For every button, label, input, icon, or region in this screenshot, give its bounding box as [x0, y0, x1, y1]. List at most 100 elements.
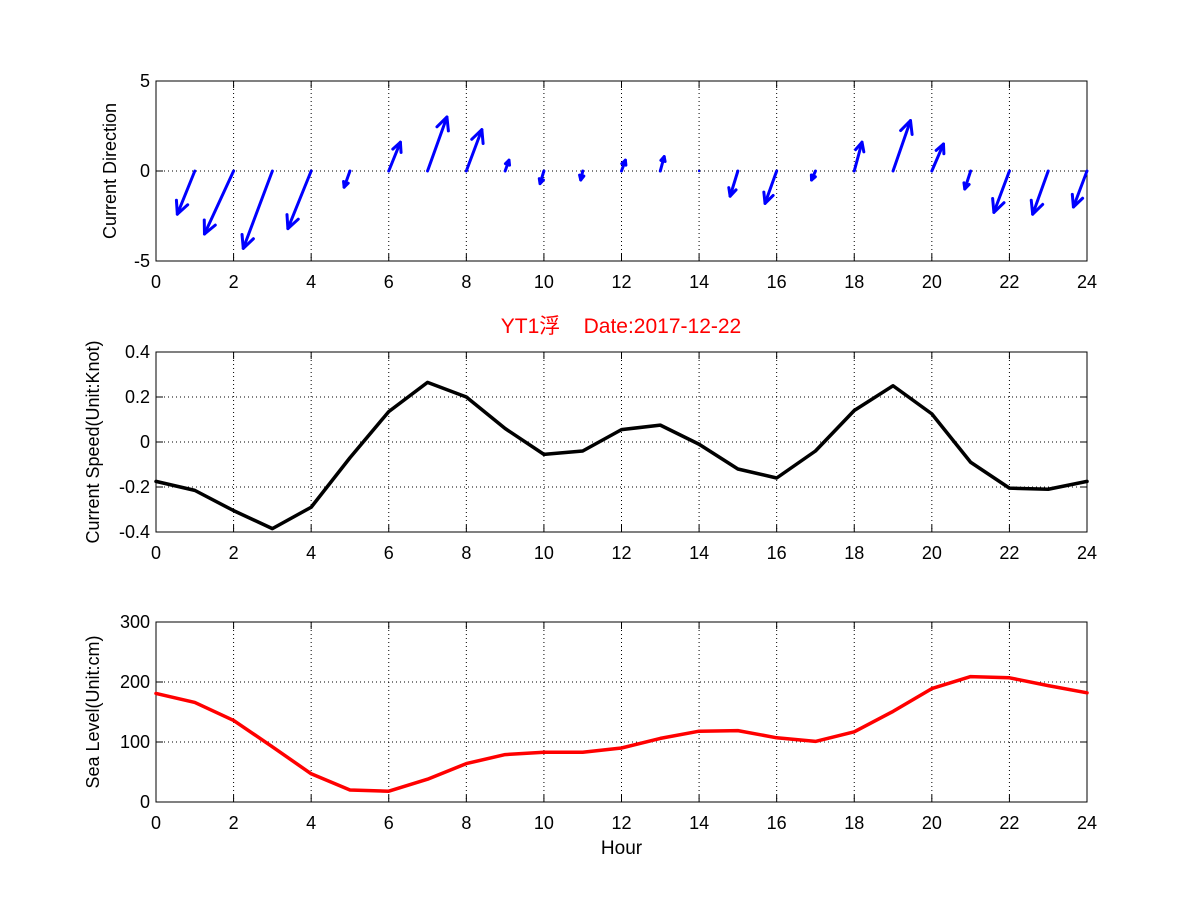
direction-arrow	[891, 119, 914, 173]
x-tick-label: 22	[999, 543, 1019, 563]
arrow-head	[1070, 192, 1085, 209]
arrow-head	[435, 115, 450, 133]
x-tick-label: 2	[229, 813, 239, 833]
direction-arrow	[1070, 169, 1089, 209]
chart-title: YT1浮 Date:2017-12-22	[501, 315, 741, 338]
series-line	[154, 674, 1089, 793]
direction-arrow	[285, 169, 313, 231]
direction-arrow	[426, 115, 450, 173]
direction-arrow	[991, 169, 1011, 214]
direction-arrow	[1029, 169, 1050, 216]
arrow-head	[470, 128, 485, 146]
y-tick-label: 0	[140, 432, 150, 452]
direction-arrow	[762, 169, 779, 205]
y-tick-label: 0	[140, 792, 150, 812]
direction-arrow	[930, 142, 946, 173]
x-tick-label: 12	[611, 813, 631, 833]
x-tick-label: 14	[689, 813, 709, 833]
direction-arrow	[174, 169, 197, 216]
x-tick-label: 4	[306, 543, 316, 563]
x-tick-label: 12	[611, 543, 631, 563]
arrow-shaft	[464, 128, 484, 173]
arrow-shaft	[852, 140, 864, 173]
direction-arrow	[503, 158, 512, 173]
x-tick-label: 20	[922, 813, 942, 833]
arrow-head	[537, 177, 545, 186]
x-tick-label: 14	[689, 543, 709, 563]
y-tick-label: 100	[120, 732, 150, 752]
direction-arrow	[387, 140, 403, 173]
arrow-head	[1029, 198, 1045, 216]
direction-arrow	[202, 169, 236, 236]
y-axis-label: Current Direction	[100, 103, 120, 239]
x-tick-label: 6	[384, 543, 394, 563]
x-tick-label: 18	[844, 813, 864, 833]
direction-arrow	[727, 169, 740, 198]
arrow-head	[578, 173, 586, 182]
arrow-head	[762, 190, 775, 205]
arrow-head	[240, 232, 255, 250]
y-tick-label: -0.4	[119, 522, 150, 542]
x-tick-label: 20	[922, 543, 942, 563]
x-tick-label: 14	[689, 272, 709, 292]
arrow-head	[934, 142, 946, 156]
arrow-head	[503, 158, 512, 167]
y-tick-label: 300	[120, 612, 150, 632]
x-tick-label: 6	[384, 813, 394, 833]
x-tick-label: 24	[1077, 543, 1097, 563]
arrow-head	[174, 198, 190, 216]
arrow-shaft	[387, 140, 402, 173]
arrow-shaft	[728, 169, 740, 198]
y-tick-label: 200	[120, 672, 150, 692]
arrow-head	[991, 196, 1006, 214]
x-tick-label: 20	[922, 272, 942, 292]
x-tick-label: 24	[1077, 272, 1097, 292]
x-tick-label: 22	[999, 272, 1019, 292]
arrow-head	[202, 218, 217, 236]
direction-arrow	[578, 169, 586, 182]
x-tick-label: 18	[844, 543, 864, 563]
arrow-head	[659, 155, 667, 164]
direction-arrow	[962, 169, 973, 191]
direction-arrow	[537, 169, 546, 186]
arrow-shaft	[763, 169, 779, 205]
x-tick-label: 10	[534, 543, 554, 563]
arrow-head	[727, 186, 738, 198]
arrow-shaft	[286, 169, 313, 231]
arrow-head	[854, 140, 866, 154]
y-tick-label: 0.4	[125, 342, 150, 362]
direction-arrow	[809, 169, 817, 182]
x-tick-label: 6	[384, 272, 394, 292]
arrow-shaft	[1031, 169, 1050, 216]
y-tick-label: 5	[140, 71, 150, 91]
direction-arrow	[620, 158, 628, 173]
x-tick-label: 18	[844, 272, 864, 292]
x-tick-label: 8	[461, 813, 471, 833]
arrow-shaft	[992, 169, 1011, 214]
arrow-shaft	[241, 169, 274, 250]
y-axis-label: Sea Level(Unit:cm)	[83, 635, 103, 788]
x-tick-label: 24	[1077, 813, 1097, 833]
arrow-shaft	[426, 115, 449, 173]
x-tick-label: 8	[461, 272, 471, 292]
arrow-head	[285, 213, 300, 231]
arrow-shaft	[202, 169, 236, 236]
x-axis-label: Hour	[601, 838, 643, 859]
x-tick-label: 8	[461, 543, 471, 563]
x-tick-label: 2	[229, 543, 239, 563]
arrow-shaft	[930, 142, 945, 173]
y-tick-label: 0.2	[125, 387, 150, 407]
y-axis-label: Current Speed(Unit:Knot)	[83, 340, 103, 543]
y-tick-label: 0	[140, 161, 150, 181]
x-tick-label: 10	[534, 272, 554, 292]
arrow-dot	[697, 169, 701, 173]
x-tick-label: 0	[151, 272, 161, 292]
x-tick-label: 16	[767, 272, 787, 292]
arrow-head	[342, 180, 350, 189]
x-tick-label: 12	[611, 272, 631, 292]
y-tick-label: -0.2	[119, 477, 150, 497]
direction-arrow	[342, 169, 352, 189]
